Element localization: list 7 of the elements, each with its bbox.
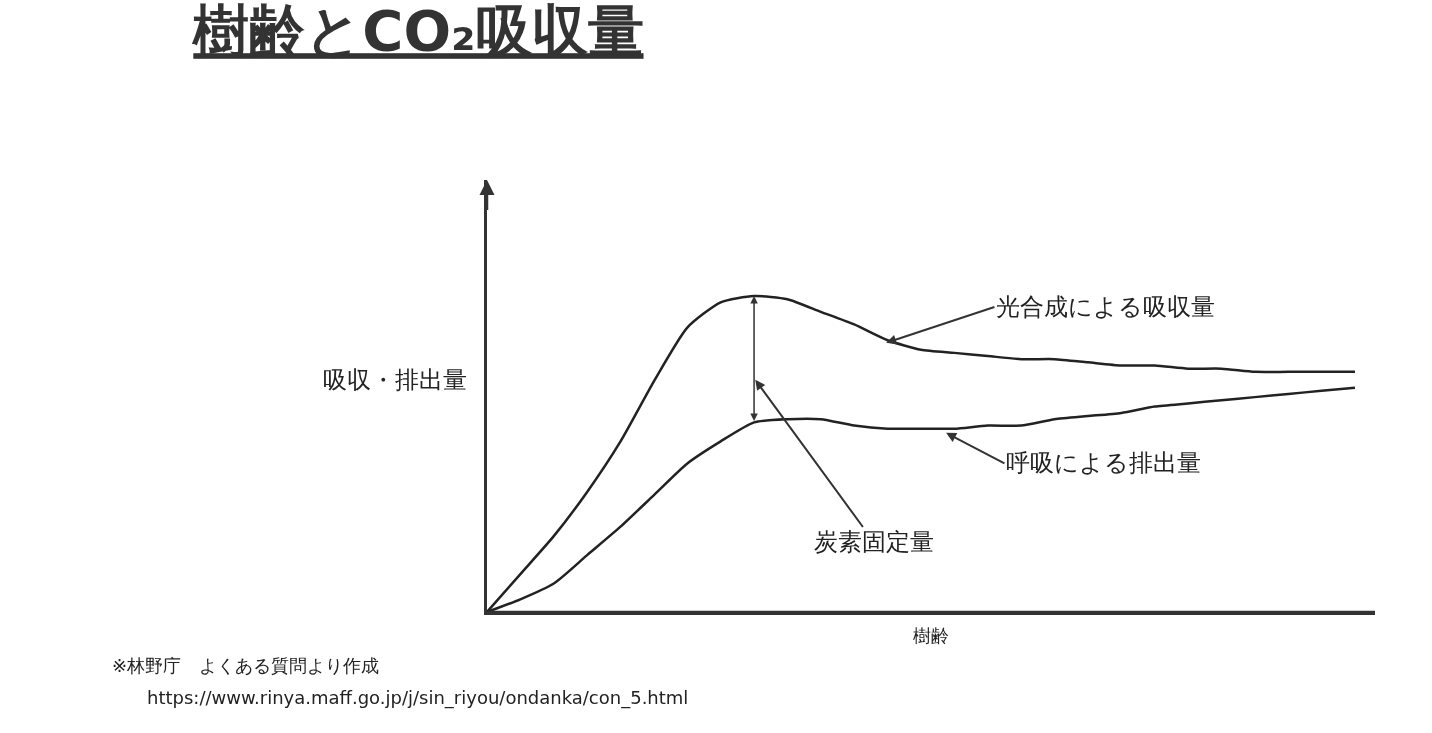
annotation: 炭素固定量 [814, 528, 934, 556]
text: ※林野庁 よくある質問より作成 [112, 655, 380, 676]
text: https://www.rinya.maff.go.jp/j/sin_riyou/ondanka/con_5.html [147, 687, 689, 709]
annotation: 呼吸による排出量 [1006, 449, 1201, 477]
annotation: 光合成による吸収量 [996, 293, 1215, 321]
y-axis-title: 吸収・排出量 [323, 366, 467, 394]
x-axis-title: 樹齢 [913, 625, 949, 647]
